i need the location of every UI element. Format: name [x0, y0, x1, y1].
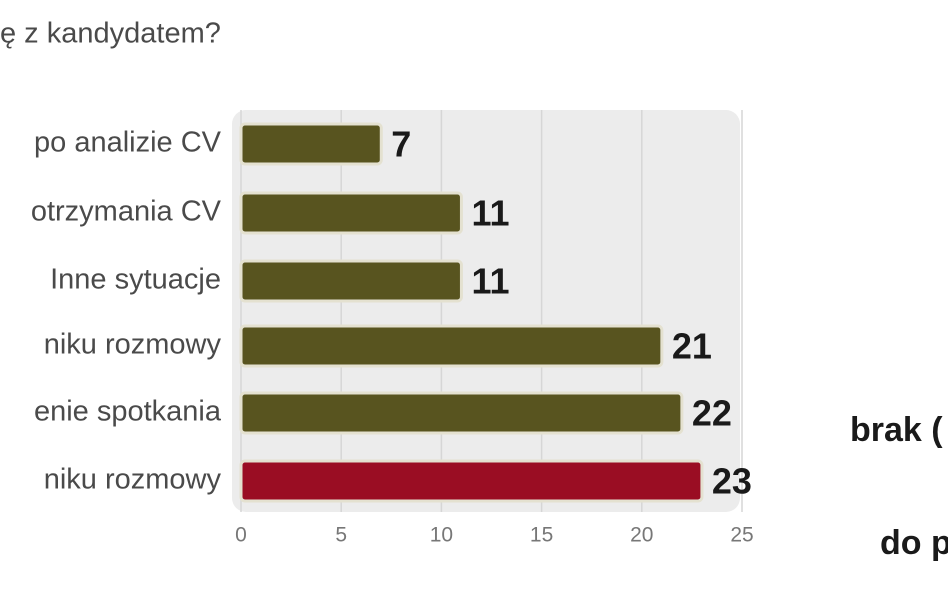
annotation: brak (	[850, 411, 943, 449]
bar	[239, 122, 383, 166]
x-tick-label: 5	[335, 524, 347, 547]
bar	[239, 459, 704, 503]
bar	[239, 324, 664, 368]
value-label: 21	[672, 326, 712, 367]
value-label: 11	[471, 193, 509, 234]
plot-background	[232, 110, 740, 512]
value-label: 7	[391, 124, 411, 165]
value-label: 22	[692, 393, 732, 434]
x-tick-label: 20	[630, 524, 653, 547]
y-tick-label: enie spotkania	[34, 396, 222, 428]
value-label: 23	[712, 461, 752, 502]
x-tick-label: 15	[530, 524, 553, 547]
y-tick-label: otrzymania CV	[31, 196, 222, 228]
y-tick-label: niku rozmowy	[44, 329, 222, 361]
value-label: 11	[471, 261, 509, 302]
y-tick-label: po analizie CV	[34, 127, 222, 159]
annotation: do p	[880, 524, 948, 562]
x-tick-label: 10	[430, 524, 453, 547]
x-tick-label: 0	[235, 524, 247, 547]
chart-title: ę z kandydatem?	[0, 18, 221, 50]
y-tick-label: niku rozmowy	[44, 464, 222, 496]
bar	[239, 191, 463, 235]
bar	[239, 259, 463, 303]
x-tick-label: 25	[730, 524, 753, 547]
bar	[239, 391, 684, 435]
y-tick-label: Inne sytuacje	[50, 264, 221, 296]
